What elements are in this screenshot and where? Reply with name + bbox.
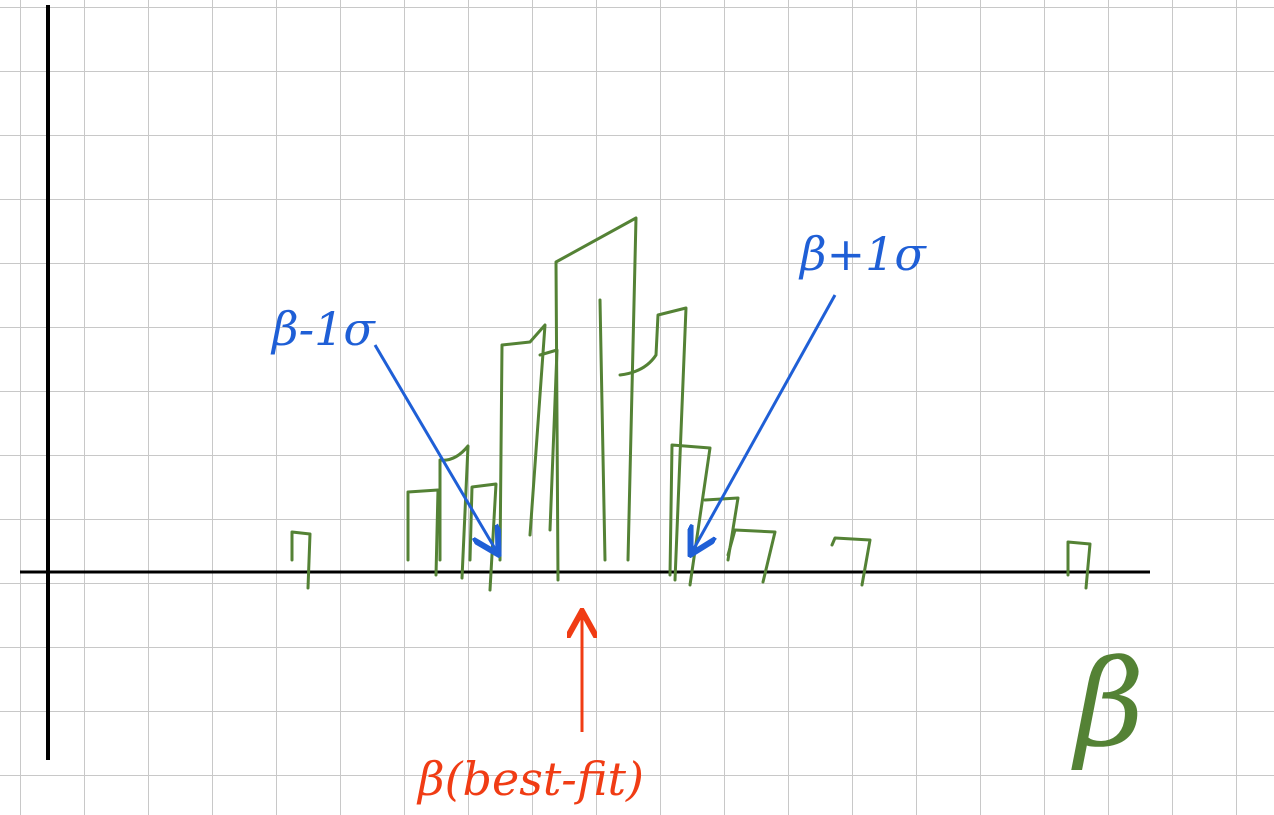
arrow	[692, 294, 837, 552]
bar	[618, 306, 688, 582]
bar	[498, 323, 547, 562]
bar	[554, 216, 638, 582]
axis-label: β	[1071, 635, 1144, 774]
histogram-sketch	[290, 216, 1092, 592]
bar	[438, 444, 470, 580]
arrow	[373, 344, 497, 552]
bar	[598, 298, 607, 562]
bar	[830, 536, 872, 587]
plus-sigma-label: β+1σ	[798, 227, 927, 281]
minus-sigma-label: β-1σ	[270, 302, 376, 356]
bar	[290, 530, 312, 590]
bar	[726, 528, 777, 584]
bar	[406, 488, 440, 577]
best-fit-label: β(best-fit)	[416, 752, 644, 806]
bar	[1066, 540, 1092, 590]
bar	[668, 443, 712, 587]
